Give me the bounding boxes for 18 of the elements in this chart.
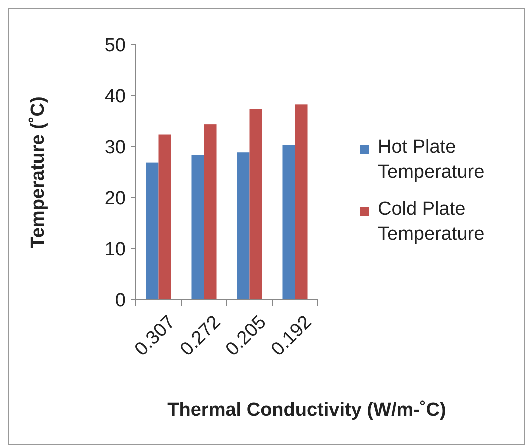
bar — [158, 134, 172, 300]
y-axis-title: Temperature (˚C) — [28, 96, 49, 248]
bar — [192, 155, 204, 300]
legend-label: Cold Plate Temperature — [378, 199, 485, 245]
bar — [282, 145, 296, 300]
bar — [204, 124, 217, 300]
y-tick-label: 0 — [115, 290, 126, 312]
y-tick-label: 10 — [104, 240, 126, 261]
y-tick-label: 50 — [104, 36, 126, 57]
y-tick-label: 30 — [104, 138, 126, 159]
bar — [237, 152, 250, 300]
y-tick-label: 20 — [104, 188, 126, 210]
bar — [250, 109, 262, 300]
x-axis-title: Thermal Conductivity (W/m-˚C) — [168, 400, 446, 421]
bar — [146, 162, 159, 300]
legend-label: Hot Plate Temperature — [378, 137, 485, 183]
y-tick-label: 40 — [104, 86, 126, 108]
bar — [295, 104, 308, 300]
